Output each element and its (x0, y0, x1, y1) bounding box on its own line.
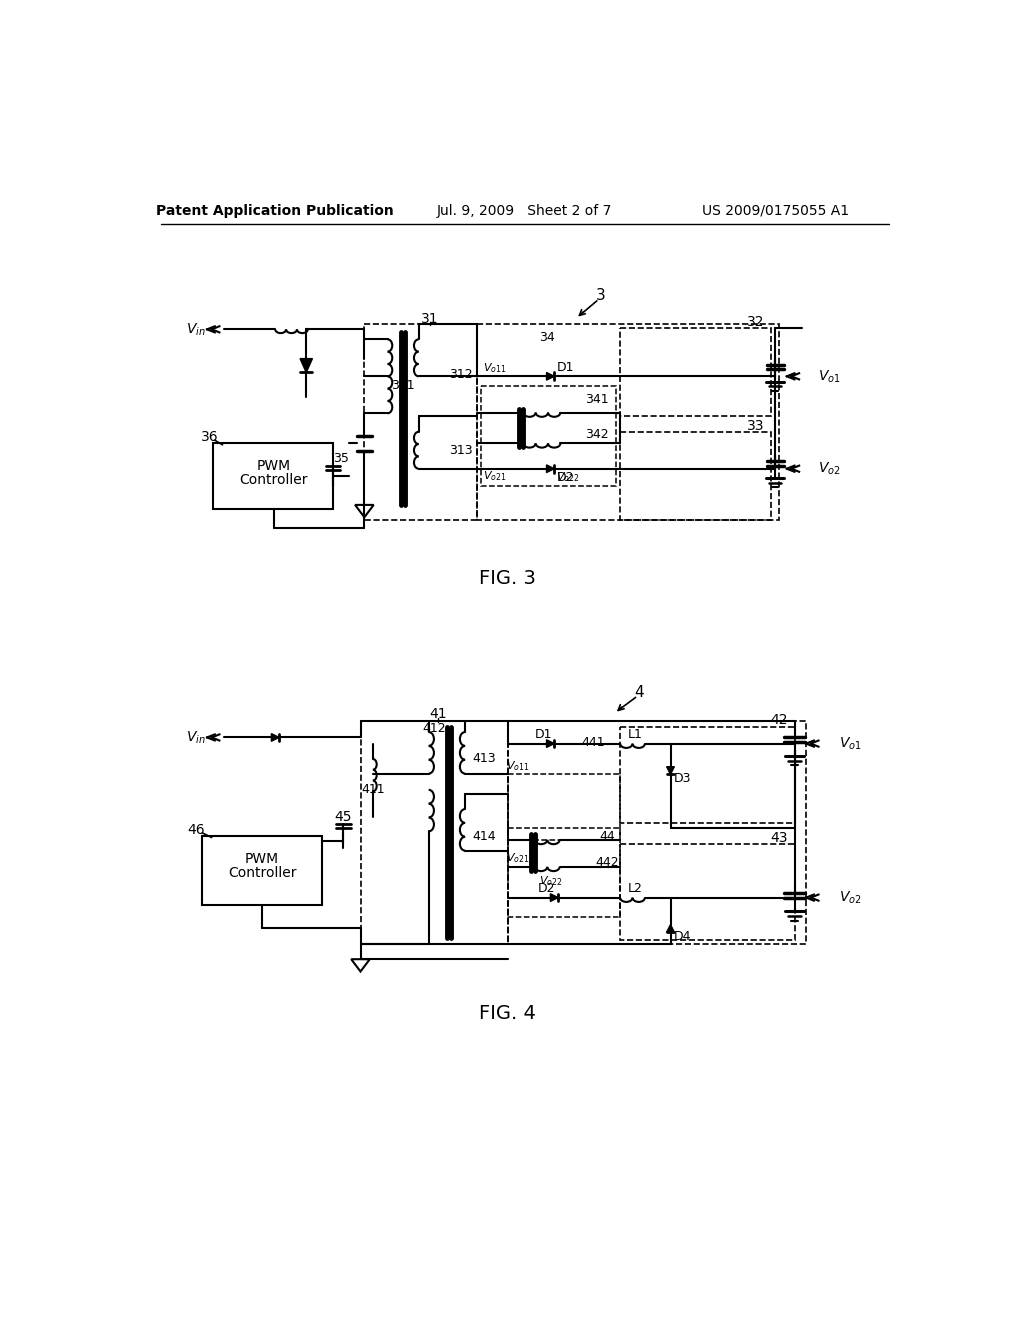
Text: D1: D1 (557, 362, 574, 375)
Text: 41: 41 (429, 708, 446, 721)
Text: 43: 43 (770, 830, 787, 845)
Bar (621, 432, 771, 520)
Text: US 2009/0175055 A1: US 2009/0175055 A1 (701, 203, 849, 218)
Bar (621, 726, 795, 822)
Text: 311: 311 (391, 379, 415, 392)
Text: Jul. 9, 2009   Sheet 2 of 7: Jul. 9, 2009 Sheet 2 of 7 (437, 203, 612, 218)
Bar (213, 444, 334, 508)
Bar (202, 836, 322, 906)
Text: PWM: PWM (245, 853, 280, 866)
Bar (365, 323, 477, 520)
Polygon shape (667, 767, 675, 775)
Bar (477, 323, 779, 520)
Text: D2: D2 (557, 471, 574, 483)
Bar (508, 775, 621, 840)
Text: FIG. 4: FIG. 4 (479, 1003, 537, 1023)
Text: PWM: PWM (257, 459, 291, 474)
Bar (480, 385, 616, 486)
Text: 341: 341 (585, 393, 608, 407)
Text: 411: 411 (361, 783, 385, 796)
Polygon shape (547, 739, 554, 747)
Text: Controller: Controller (227, 866, 296, 880)
Text: 313: 313 (450, 445, 473, 458)
Text: 342: 342 (585, 428, 608, 441)
Text: 4: 4 (635, 685, 644, 700)
Bar (621, 327, 771, 416)
Text: D1: D1 (535, 727, 552, 741)
Text: D3: D3 (674, 772, 691, 785)
Text: 32: 32 (746, 314, 765, 329)
Text: $V_{in}$: $V_{in}$ (185, 729, 206, 746)
Text: $V_{o11}$: $V_{o11}$ (506, 759, 529, 772)
Text: 312: 312 (450, 367, 473, 380)
Polygon shape (547, 465, 554, 473)
Text: $V_{o22}$: $V_{o22}$ (539, 874, 562, 887)
Text: $V_{o2}$: $V_{o2}$ (818, 461, 841, 477)
Text: $V_{o1}$: $V_{o1}$ (818, 368, 841, 384)
Bar (360, 721, 508, 944)
Text: 35: 35 (333, 453, 349, 465)
Text: D4: D4 (674, 929, 691, 942)
Text: D2: D2 (538, 882, 555, 895)
Text: 36: 36 (201, 430, 218, 444)
Text: 42: 42 (770, 714, 787, 727)
Text: 441: 441 (582, 735, 605, 748)
Text: 46: 46 (187, 822, 205, 837)
Polygon shape (271, 734, 280, 742)
Text: 44: 44 (599, 829, 614, 842)
Text: 414: 414 (473, 829, 497, 842)
Text: $V_{o21}$: $V_{o21}$ (506, 851, 529, 865)
Text: 3: 3 (596, 288, 605, 304)
Text: $V_{o22}$: $V_{o22}$ (556, 470, 580, 484)
Bar (508, 829, 621, 917)
Text: $V_{o2}$: $V_{o2}$ (840, 890, 862, 906)
Text: $V_{o1}$: $V_{o1}$ (840, 735, 862, 752)
Polygon shape (550, 894, 558, 902)
Text: Patent Application Publication: Patent Application Publication (157, 203, 394, 218)
Text: $V_{in}$: $V_{in}$ (185, 321, 206, 338)
Text: 33: 33 (746, 420, 765, 433)
Text: 413: 413 (473, 752, 497, 766)
Bar (621, 843, 795, 940)
Text: 442: 442 (595, 857, 618, 870)
Text: 34: 34 (539, 330, 554, 343)
Text: 412: 412 (422, 722, 445, 735)
Text: FIG. 3: FIG. 3 (479, 569, 537, 587)
Text: Controller: Controller (240, 474, 308, 487)
Text: L1: L1 (628, 727, 643, 741)
Text: L2: L2 (628, 882, 643, 895)
Polygon shape (547, 372, 554, 380)
Polygon shape (300, 359, 312, 372)
Bar (508, 721, 806, 944)
Text: 45: 45 (335, 809, 352, 824)
Text: 31: 31 (422, 312, 439, 326)
Polygon shape (667, 924, 675, 932)
Text: $V_{o11}$: $V_{o11}$ (482, 360, 506, 375)
Text: $V_{o21}$: $V_{o21}$ (482, 470, 506, 483)
